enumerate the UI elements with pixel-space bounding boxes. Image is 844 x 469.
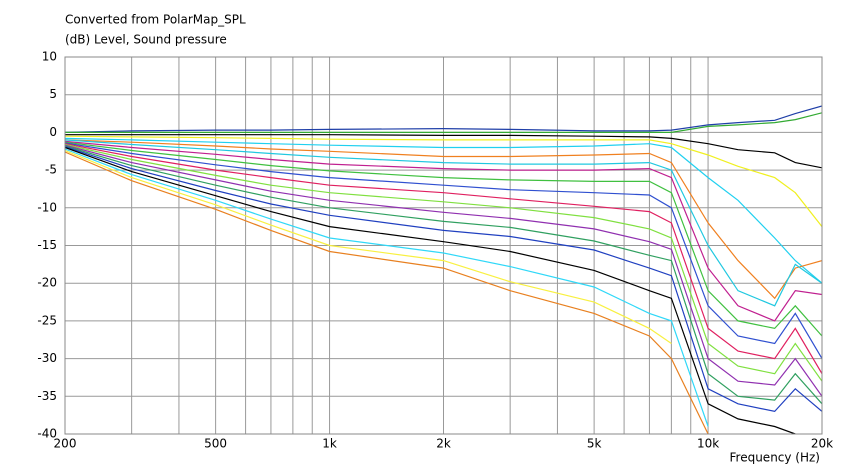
y-tick-label: -35: [37, 389, 57, 403]
y-tick-label: 5: [49, 87, 57, 101]
series-line: [65, 139, 822, 307]
y-tick-label: -40: [37, 427, 57, 441]
series-line: [65, 148, 709, 427]
x-axis-label: Frequency (Hz): [730, 451, 821, 465]
series-line: [65, 145, 822, 405]
series-line: [65, 135, 822, 227]
series-line: [65, 143, 822, 382]
x-tick-label: 2k: [436, 437, 451, 451]
y-tick-label: -10: [37, 200, 57, 214]
x-tick-label: 500: [204, 437, 227, 451]
series-line: [65, 144, 822, 397]
y-tick-label: -5: [45, 163, 57, 177]
y-tick-label: -15: [37, 238, 57, 252]
series-line: [65, 141, 822, 337]
series-line: [65, 146, 822, 413]
series-line: [65, 140, 822, 322]
x-tick-label: 5k: [587, 437, 602, 451]
series-line: [65, 149, 672, 344]
series-line: [65, 151, 709, 434]
x-tick-label: 1k: [322, 437, 337, 451]
series-line: [65, 143, 822, 375]
lines: [65, 105, 822, 434]
series-line: [65, 137, 822, 284]
y-tick-label: 0: [49, 125, 57, 139]
x-tick-label: 10k: [697, 437, 719, 451]
y-tick-label: -20: [37, 276, 57, 290]
y-tick-label: 10: [42, 50, 57, 64]
x-tick-label: 20k: [811, 437, 833, 451]
y-tick-label: -25: [37, 313, 57, 327]
series-line: [65, 105, 822, 133]
series-line: [65, 112, 822, 133]
x-tick-label: 200: [54, 437, 77, 451]
series-line: [65, 139, 822, 300]
series-line: [65, 146, 796, 434]
chart-title: Converted from PolarMap_SPL: [65, 13, 246, 27]
y-axis-label: (dB) Level, Sound pressure: [65, 33, 227, 47]
series-line: [65, 134, 822, 169]
plot-frame: [64, 56, 823, 435]
series-line: [65, 142, 822, 359]
y-tick-label: -30: [37, 351, 57, 365]
